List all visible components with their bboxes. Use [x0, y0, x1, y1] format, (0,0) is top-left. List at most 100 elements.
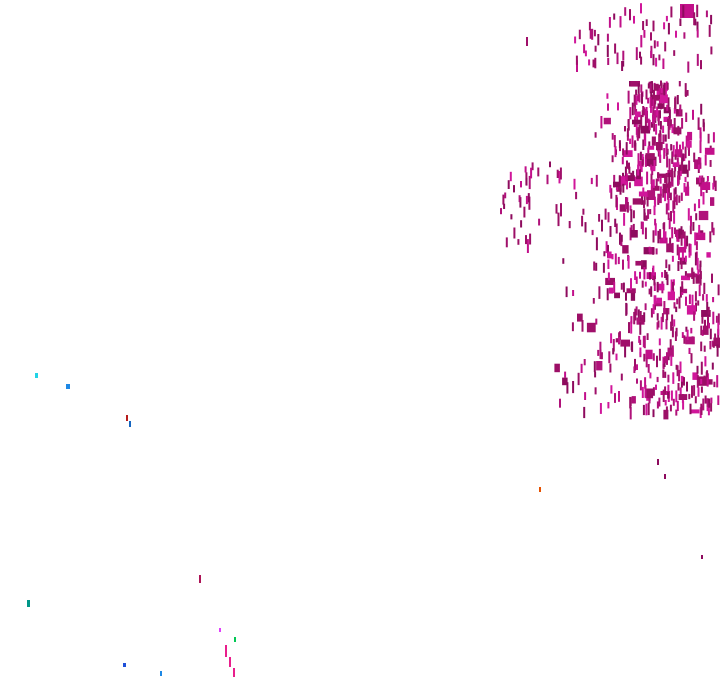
cluster-mark: [663, 409, 669, 420]
cluster-mark: [640, 114, 643, 128]
cluster-mark: [687, 7, 690, 14]
cluster-mark: [695, 213, 698, 221]
cluster-mark: [674, 331, 677, 341]
cluster-mark: [673, 170, 676, 178]
cluster-mark: [574, 36, 577, 44]
cluster-mark: [622, 183, 625, 193]
cluster-mark: [523, 206, 526, 218]
cluster-mark: [712, 297, 715, 303]
cluster-mark: [637, 309, 640, 321]
cluster-mark: [638, 335, 641, 343]
cluster-mark: [673, 108, 676, 114]
cluster-mark: [693, 203, 696, 212]
cluster-mark: [653, 160, 656, 169]
cluster-mark: [663, 148, 666, 159]
cluster-mark: [644, 227, 647, 240]
cluster-mark: [627, 119, 630, 127]
cluster-mark: [710, 14, 713, 25]
cluster-mark: [645, 89, 648, 100]
cluster-mark: [607, 212, 610, 223]
cluster-mark: [634, 358, 636, 371]
cluster-mark: [679, 18, 682, 26]
cluster-mark: [642, 404, 645, 416]
cluster-mark: [631, 341, 634, 352]
cluster-mark: [663, 230, 665, 241]
cluster-mark: [519, 197, 522, 208]
cluster-mark: [630, 81, 640, 87]
cluster-mark: [607, 259, 610, 269]
cluster-mark: [705, 371, 708, 381]
cluster-mark: [653, 89, 655, 98]
cluster-mark: [637, 155, 640, 167]
cluster-mark: [662, 58, 665, 69]
cluster-mark: [617, 256, 620, 265]
cluster-mark: [584, 392, 587, 400]
cluster-mark: [615, 194, 618, 208]
cluster-mark: [640, 162, 643, 173]
cluster-mark: [546, 174, 549, 185]
cluster-mark: [597, 34, 600, 46]
cluster-mark: [615, 338, 620, 343]
cluster-mark: [647, 364, 650, 373]
cluster-mark: [601, 219, 603, 232]
cluster-mark: [689, 409, 700, 414]
cluster-mark: [670, 355, 673, 366]
cluster-mark: [633, 311, 636, 325]
cluster-mark: [667, 126, 670, 139]
cluster-mark: [625, 292, 627, 301]
cluster-mark: [643, 127, 646, 141]
cluster-mark: [668, 182, 670, 193]
cluster-mark: [652, 230, 655, 243]
cluster-mark: [662, 183, 669, 194]
cluster-mark: [652, 353, 655, 361]
cluster-mark: [697, 117, 700, 130]
cluster-mark: [600, 116, 603, 129]
cluster-mark: [660, 94, 668, 104]
cluster-mark: [658, 149, 661, 160]
cluster-mark: [527, 193, 530, 203]
cluster-mark: [639, 51, 641, 59]
cluster-mark: [664, 189, 667, 202]
cluster-mark: [630, 321, 633, 334]
cluster-mark: [586, 322, 596, 333]
cluster-mark: [599, 403, 602, 414]
cluster-mark: [679, 387, 682, 398]
cluster-mark: [623, 213, 626, 226]
cluster-mark: [596, 361, 603, 371]
cluster-mark: [701, 310, 711, 317]
cluster-mark: [674, 164, 677, 172]
cluster-mark: [638, 93, 641, 103]
cluster-mark: [577, 313, 583, 322]
cluster-mark: [560, 203, 562, 217]
cluster-mark: [648, 119, 651, 131]
cluster-mark: [656, 401, 659, 409]
cluster-mark: [628, 166, 631, 174]
cluster-mark: [664, 386, 667, 395]
cluster-mark: [631, 396, 636, 404]
cluster-mark: [650, 32, 652, 41]
cluster-mark: [599, 341, 602, 352]
cluster-mark: [636, 364, 638, 370]
cluster-mark: [610, 188, 613, 199]
cluster-mark: [656, 142, 663, 151]
cluster-mark: [629, 107, 632, 120]
cluster-mark: [674, 96, 677, 109]
cluster-mark: [625, 302, 628, 316]
cluster-mark: [686, 305, 696, 315]
cluster-mark: [666, 243, 674, 253]
cluster-mark: [665, 15, 668, 22]
cluster-mark: [655, 248, 658, 255]
cluster-mark: [669, 192, 672, 201]
cluster-mark: [690, 327, 693, 334]
cluster-mark: [644, 115, 647, 129]
cluster-mark: [658, 54, 661, 61]
cluster-mark: [676, 365, 679, 377]
cluster-mark: [613, 174, 616, 188]
cluster-mark: [613, 135, 616, 148]
cluster-mark: [698, 199, 701, 209]
cluster-mark: [656, 297, 662, 304]
cluster-mark: [620, 235, 623, 242]
cluster-mark: [656, 281, 659, 293]
cluster-mark: [711, 273, 713, 283]
